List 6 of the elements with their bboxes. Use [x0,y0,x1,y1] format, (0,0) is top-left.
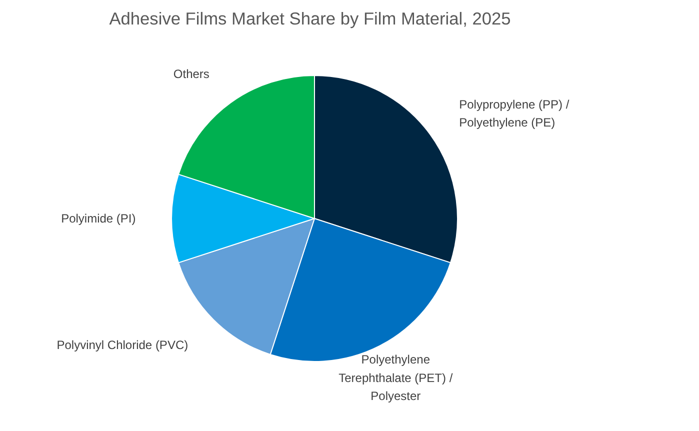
chart-title: Adhesive Films Market Share by Film Material, 2025 [109,8,511,28]
slice-label: Polypropylene (PP) / Polyethylene (PE) [459,97,570,130]
slice-label: Polyethylene Terephthalate (PET) / Polyester [338,352,454,403]
slice-label: Polyvinyl Chloride (PVC) [56,338,188,352]
slice-label: Others [173,66,210,81]
slice-label: Polyimide (PI) [61,212,136,226]
